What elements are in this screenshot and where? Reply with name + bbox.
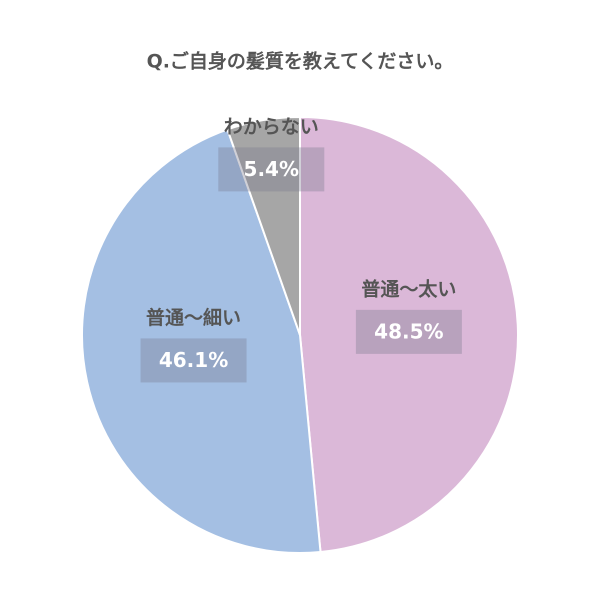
slice-label: 普通〜太い [361, 277, 456, 300]
value-label: 46.1% [159, 348, 228, 372]
value-box [355, 309, 462, 354]
pie-slice [81, 128, 322, 554]
pie-slice [226, 115, 301, 336]
slice-label: 普通〜細い [146, 306, 241, 329]
slice-label: わからない [224, 116, 319, 138]
chart-title: Q.ご自身の髪質を教えてください。 [147, 50, 454, 73]
value-label: 48.5% [374, 319, 443, 343]
value-label: 5.4% [244, 157, 299, 181]
value-box [140, 338, 247, 383]
value-box [218, 147, 325, 192]
pie-slice [299, 115, 519, 554]
